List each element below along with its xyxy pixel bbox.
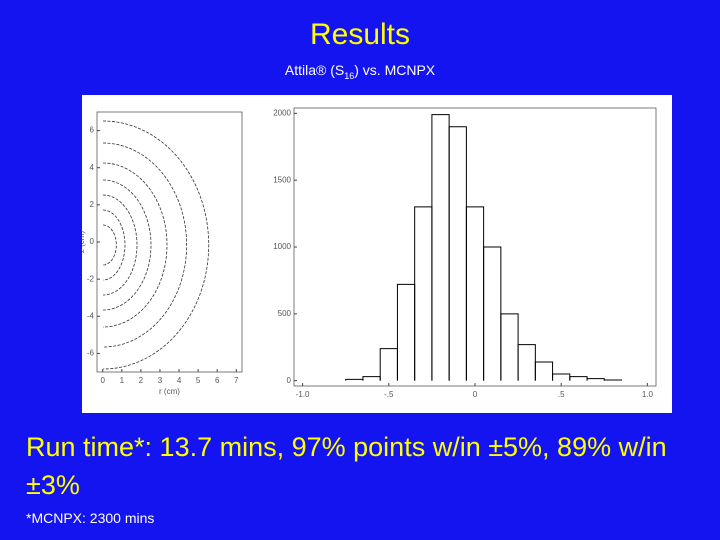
x-tick-label: 3 — [158, 376, 163, 385]
figure: 0 1 2 3 4 5 6 7 -6 -4 -2 0 2 4 6 r (cm) z (cm) -1.0 -.5 0 .5… — [82, 95, 672, 413]
slide-title: Results — [309, 18, 411, 51]
y-tick-label: 6 — [90, 126, 95, 135]
slide-subtitle: Attila® (S16) vs. MCNPX — [0, 62, 720, 81]
contour-line — [102, 224, 117, 266]
y-tick-label: -4 — [87, 311, 95, 320]
y-tick-label: -2 — [87, 274, 95, 283]
x-tick-label: 7 — [234, 376, 239, 385]
figure-background — [82, 95, 672, 413]
y-tick-label: -6 — [87, 349, 95, 358]
y-tick-label: 1500 — [273, 175, 291, 184]
x-tick-label: -.5 — [384, 390, 394, 399]
y-tick-label: 0 — [287, 376, 292, 385]
y-tick-label: 1000 — [273, 242, 291, 251]
x-tick-label: -1.0 — [296, 390, 310, 399]
x-tick-label: .5 — [558, 390, 565, 399]
subtitle-text: Attila® (S — [284, 62, 345, 78]
x-tick-label: 0 — [100, 376, 105, 385]
body-text: Run time*: 13.7 mins, 97% points w/in ±5… — [26, 432, 667, 500]
y-tick-label: 0 — [90, 237, 95, 246]
x-tick-label: 6 — [215, 376, 220, 385]
contour-line — [102, 162, 168, 328]
x-axis-label: r (cm) — [159, 387, 180, 396]
x-tick-label: 2 — [139, 376, 144, 385]
x-tick-label: 1 — [120, 376, 125, 385]
y-tick-label: 2 — [90, 200, 95, 209]
histogram-bar — [534, 361, 554, 381]
x-tick-label: 0 — [473, 390, 478, 399]
subtitle-suffix: ) vs. MCNPX — [354, 62, 436, 78]
contour-line — [102, 142, 187, 348]
y-tick-label: 4 — [90, 163, 95, 172]
y-axis-label: z (cm) — [82, 231, 86, 254]
x-tick-label: 4 — [177, 376, 182, 385]
contour-line — [102, 194, 138, 296]
y-tick-label: 2000 — [273, 108, 291, 117]
contour-line — [102, 179, 152, 311]
histogram-bar — [603, 379, 623, 381]
x-tick-label: 5 — [196, 376, 201, 385]
footnote: *MCNPX: 2300 mins — [26, 510, 155, 526]
contour-lines — [102, 120, 210, 370]
contour-line — [102, 120, 210, 370]
subtitle-subscript: 16 — [344, 70, 355, 81]
x-tick-label: 1.0 — [642, 390, 654, 399]
y-tick-label: 500 — [278, 309, 292, 318]
contour-line — [102, 209, 126, 281]
